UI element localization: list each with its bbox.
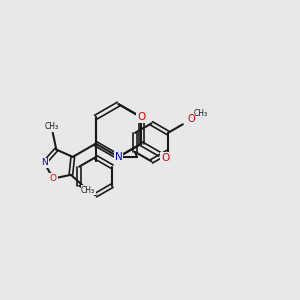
Text: CH₃: CH₃ [81,186,95,195]
Text: CH₃: CH₃ [44,122,58,131]
Text: O: O [187,115,195,124]
Text: CH₃: CH₃ [194,109,208,118]
Text: O: O [50,174,57,183]
Text: N: N [41,158,48,167]
Text: N: N [115,152,122,162]
Text: O: O [161,153,170,163]
Text: O: O [137,112,146,122]
